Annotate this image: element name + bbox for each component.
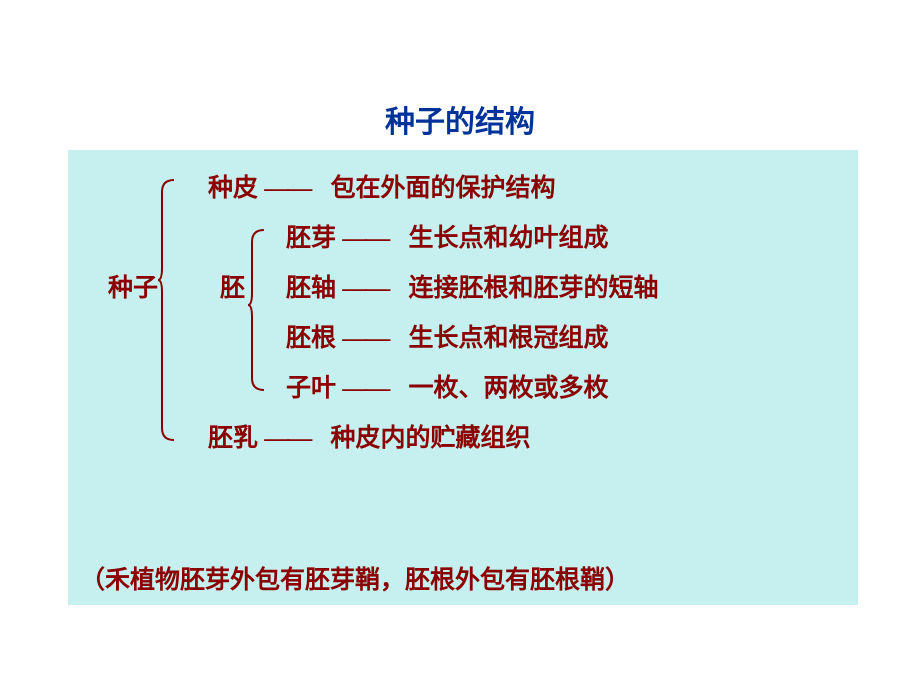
- bracket-outer: [156, 178, 192, 442]
- label-radicle: 胚根: [286, 318, 336, 354]
- dash: ——: [342, 225, 388, 253]
- desc-plumule: 生长点和幼叶组成: [409, 218, 609, 254]
- row-endosperm: 胚乳 —— 种皮内的贮藏组织: [208, 418, 531, 454]
- footnote: （禾植物胚芽外包有胚芽鞘，胚根外包有胚根鞘）: [80, 560, 630, 596]
- dash: ——: [264, 175, 310, 203]
- desc-radicle: 生长点和根冠组成: [409, 318, 609, 354]
- dash: ——: [264, 425, 310, 453]
- label-plumule: 胚芽: [286, 218, 336, 254]
- label-endosperm: 胚乳: [208, 418, 258, 454]
- row-hypocotyl: 胚轴 —— 连接胚根和胚芽的短轴: [286, 268, 659, 304]
- dash: ——: [342, 275, 388, 303]
- desc-seed-coat: 包在外面的保护结构: [331, 168, 556, 204]
- label-seed-coat: 种皮: [208, 168, 258, 204]
- row-plumule: 胚芽 —— 生长点和幼叶组成: [286, 218, 609, 254]
- label-embryo: 胚: [220, 268, 245, 304]
- content-box: 种皮 —— 包在外面的保护结构 胚芽 —— 生长点和幼叶组成 种子 胚 胚轴 —…: [68, 150, 858, 605]
- bracket-inner: [246, 228, 282, 392]
- label-seed: 种子: [108, 268, 158, 304]
- root-label: 种子: [108, 268, 158, 304]
- row-cotyledon: 子叶 —— 一枚、两枚或多枚: [286, 368, 609, 404]
- row-embryo-label: 胚: [220, 268, 245, 304]
- row-radicle: 胚根 —— 生长点和根冠组成: [286, 318, 609, 354]
- desc-cotyledon: 一枚、两枚或多枚: [409, 368, 609, 404]
- label-cotyledon: 子叶: [286, 368, 336, 404]
- desc-endosperm: 种皮内的贮藏组织: [331, 418, 531, 454]
- row-seed-coat: 种皮 —— 包在外面的保护结构: [208, 168, 556, 204]
- label-hypocotyl: 胚轴: [286, 268, 336, 304]
- dash: ——: [342, 375, 388, 403]
- dash: ——: [342, 325, 388, 353]
- diagram-title: 种子的结构: [0, 97, 920, 141]
- desc-hypocotyl: 连接胚根和胚芽的短轴: [409, 268, 659, 304]
